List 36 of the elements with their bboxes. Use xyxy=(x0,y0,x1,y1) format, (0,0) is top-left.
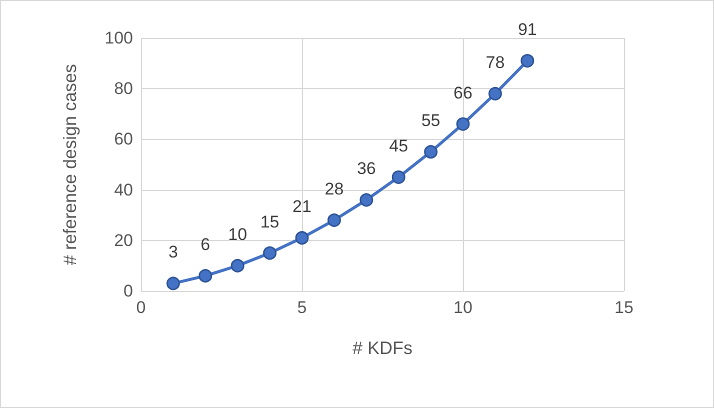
x-axis-title: # KDFs xyxy=(352,338,413,358)
point xyxy=(456,117,470,131)
point xyxy=(295,231,309,245)
y-tick-label: 40 xyxy=(114,180,133,200)
data-label: 6 xyxy=(200,235,210,254)
point xyxy=(488,86,502,100)
y-tick-label: 80 xyxy=(114,79,133,98)
y-tick-label: 0 xyxy=(124,282,133,300)
point xyxy=(230,258,244,272)
x-tick-label: 5 xyxy=(297,298,307,317)
data-label: 36 xyxy=(356,159,376,178)
point xyxy=(327,213,341,227)
data-label: 55 xyxy=(421,111,440,130)
x-tick-label: 10 xyxy=(454,298,472,317)
point xyxy=(392,170,406,184)
data-label: 45 xyxy=(389,136,408,156)
point xyxy=(263,246,277,260)
data-label: 66 xyxy=(454,83,472,102)
x-tick-label: 0 xyxy=(136,298,146,317)
data-label: 78 xyxy=(486,52,505,72)
point xyxy=(424,145,438,159)
x-tick-label: 15 xyxy=(614,298,634,317)
data-label: 10 xyxy=(228,224,248,244)
data-label: 91 xyxy=(518,20,537,40)
y-tick-label: 20 xyxy=(114,230,133,250)
data-label: 28 xyxy=(324,179,344,198)
data-label: 3 xyxy=(168,242,178,262)
data-label: 15 xyxy=(260,212,280,232)
y-axis-title: # reference design cases xyxy=(60,64,80,266)
point xyxy=(360,193,374,207)
point xyxy=(520,54,534,68)
y-tick-label: 60 xyxy=(114,130,133,149)
y-tick-label: 100 xyxy=(104,28,133,48)
point xyxy=(166,276,180,290)
data-label: 21 xyxy=(292,197,312,216)
point xyxy=(198,269,212,283)
